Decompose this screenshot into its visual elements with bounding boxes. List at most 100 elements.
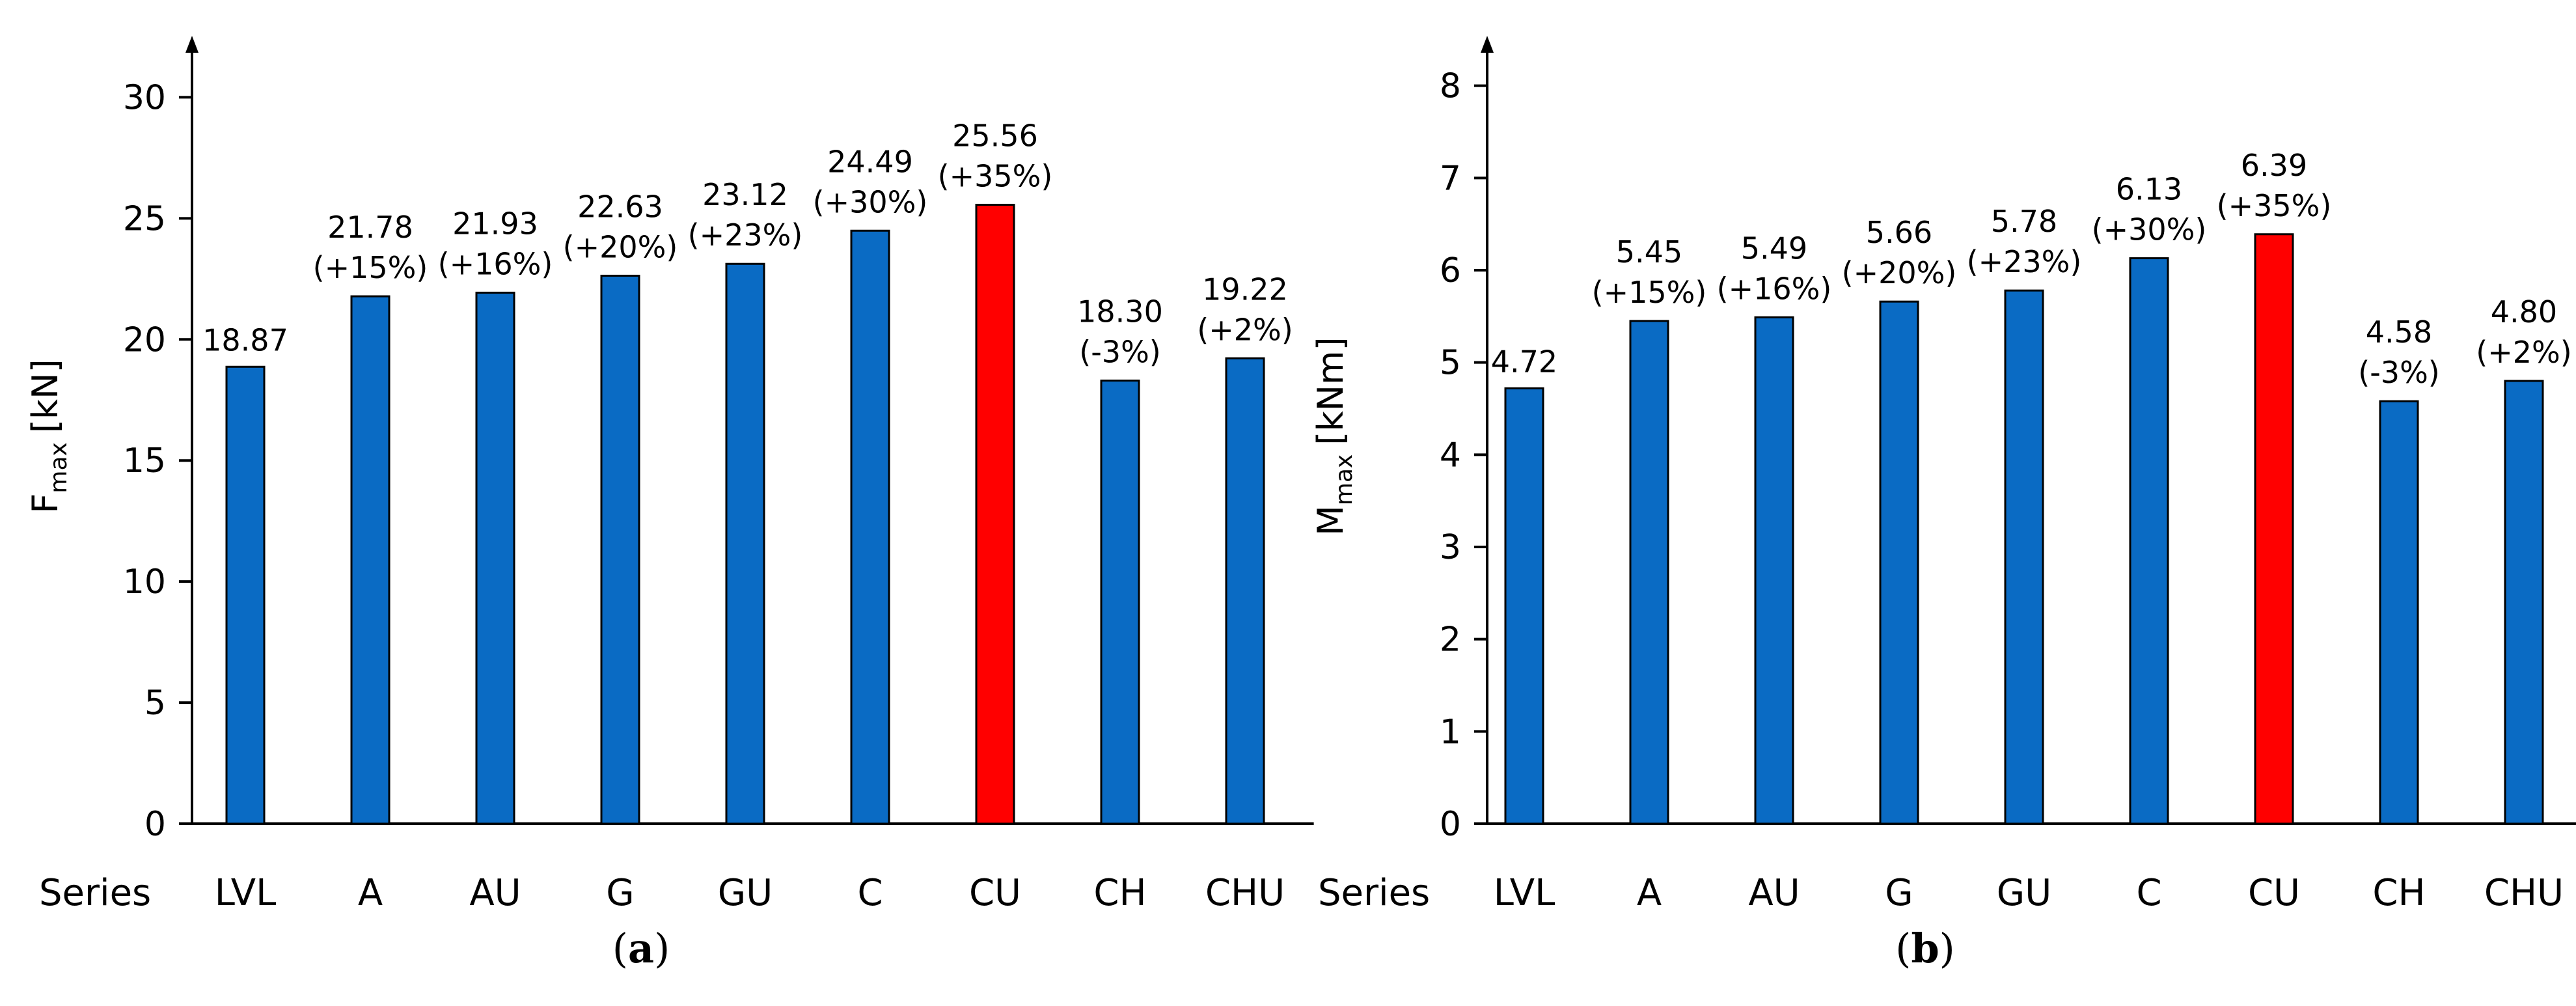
category-label: LVL — [215, 872, 277, 914]
y-tick-label: 0 — [1440, 805, 1461, 844]
bar-ch — [2379, 400, 2419, 825]
bar-value-label: 4.72 — [1491, 344, 1557, 379]
y-tick-label: 5 — [1440, 344, 1461, 383]
bar-percent-label: (+30%) — [2092, 212, 2207, 247]
y-tick-label: 30 — [123, 78, 166, 117]
category-label: CU — [2248, 872, 2300, 914]
y-axis-title-symbol: M — [1310, 505, 1351, 536]
bar-lvl — [1504, 387, 1544, 825]
bar-value-label: 21.78 — [327, 210, 413, 245]
category-label: GU — [718, 872, 773, 914]
bar-percent-label: (-3%) — [2358, 355, 2439, 390]
y-tick-label: 6 — [1440, 251, 1461, 290]
bar-percent-label: (+15%) — [1592, 275, 1707, 310]
bar-g — [600, 274, 640, 825]
y-tick-label: 15 — [123, 441, 166, 481]
category-label: GU — [1997, 872, 2051, 914]
bar-c — [2129, 257, 2169, 825]
bar-value-label: 25.56 — [952, 118, 1038, 153]
y-axis-title-unit: [kNm] — [1310, 337, 1351, 445]
bar-value-label: 21.93 — [452, 206, 538, 241]
bar-value-label: 19.22 — [1202, 272, 1288, 307]
bar-percent-label: (+20%) — [1842, 255, 1957, 290]
bar-percent-label: (+2%) — [1197, 312, 1293, 347]
category-label: C — [857, 872, 883, 914]
bar-value-label: 24.49 — [827, 144, 913, 179]
bar-a — [1629, 320, 1669, 825]
bar-percent-label: (+20%) — [563, 229, 678, 264]
bar-value-label: 18.87 — [202, 322, 288, 357]
bar-ch — [1100, 379, 1140, 825]
y-tick-label: 25 — [123, 199, 166, 238]
category-label: G — [1885, 872, 1913, 914]
bar-cu — [975, 203, 1015, 825]
bar-value-label: 4.80 — [2491, 294, 2557, 329]
y-axis-arrow — [1481, 36, 1494, 53]
category-label: CH — [2372, 872, 2425, 914]
bar-lvl — [225, 365, 266, 825]
y-axis-title: Mmax [kNm] — [1310, 337, 1358, 535]
y-tick-label: 10 — [123, 563, 166, 602]
y-tick-label: 2 — [1440, 621, 1461, 660]
y-axis-title-unit: [kN] — [25, 359, 66, 433]
y-tick-label: 5 — [144, 684, 166, 723]
bar-percent-label: (+15%) — [313, 250, 428, 285]
bar-value-label: 5.49 — [1741, 231, 1807, 266]
panel-label: (b) — [1895, 925, 1955, 972]
y-tick-label: 7 — [1440, 159, 1461, 198]
panel-b-chart: 0 1 2 3 4 5 6 7 8 Mmax [kNm] Series 4.72 LVL 5.45 (+15%… — [1310, 36, 2576, 972]
category-label: CHU — [2484, 872, 2564, 914]
y-tick-label: 3 — [1440, 528, 1461, 567]
series-axis-label: Series — [39, 872, 151, 914]
panel-a-chart: 0 5 10 15 20 25 30 Fmax [kN] Series 18.87 LVL 21.78 (… — [25, 36, 1314, 972]
bar-au — [475, 291, 515, 825]
y-axis-arrow — [185, 36, 199, 53]
bar-value-label: 23.12 — [702, 177, 788, 212]
y-tick-label: 8 — [1440, 67, 1461, 106]
bar-g — [1879, 300, 1919, 825]
bar-value-label: 6.39 — [2241, 148, 2307, 183]
series-axis-label: Series — [1318, 872, 1430, 914]
category-label: CHU — [1205, 872, 1285, 914]
bar-gu — [725, 262, 765, 825]
bar-percent-label: (+30%) — [813, 184, 928, 219]
bar-chu — [2504, 380, 2544, 825]
bar-percent-label: (+23%) — [688, 217, 803, 253]
bar-percent-label: (+35%) — [938, 158, 1053, 193]
y-tick-label: 1 — [1440, 712, 1461, 751]
category-label: AU — [1748, 872, 1800, 914]
bar-percent-label: (+23%) — [1967, 244, 2082, 279]
category-label: CH — [1093, 872, 1146, 914]
bar-a — [350, 295, 391, 825]
y-tick-label: 20 — [123, 320, 166, 359]
y-tick-label: 0 — [144, 805, 166, 844]
bar-percent-label: (+35%) — [2217, 188, 2332, 223]
category-label: A — [358, 872, 383, 914]
category-label: AU — [469, 872, 521, 914]
bar-percent-label: (-3%) — [1079, 334, 1160, 369]
y-axis-title-subscript: max — [46, 442, 72, 493]
category-label: A — [1637, 872, 1662, 914]
category-label: G — [606, 872, 634, 914]
bar-value-label: 22.63 — [577, 189, 663, 224]
bar-c — [850, 229, 890, 825]
y-axis-title-symbol: F — [25, 494, 66, 514]
bar-value-label: 6.13 — [2116, 172, 2182, 207]
panel-label: (a) — [612, 925, 670, 972]
bar-value-label: 5.78 — [1991, 204, 2057, 239]
bar-cu — [2254, 233, 2294, 825]
bar-gu — [2004, 289, 2044, 825]
category-label: CU — [969, 872, 1021, 914]
bar-percent-label: (+16%) — [438, 246, 553, 281]
y-tick-label: 4 — [1440, 436, 1461, 475]
y-axis-title: Fmax [kN] — [25, 359, 72, 513]
bar-percent-label: (+2%) — [2476, 335, 2571, 370]
bar-chu — [1225, 357, 1265, 825]
bar-value-label: 5.45 — [1616, 234, 1682, 270]
y-axis-title-subscript: max — [1331, 454, 1358, 505]
bar-au — [1754, 316, 1794, 825]
category-label: LVL — [1494, 872, 1555, 914]
bar-value-label: 5.66 — [1866, 215, 1932, 250]
category-label: C — [2136, 872, 2161, 914]
